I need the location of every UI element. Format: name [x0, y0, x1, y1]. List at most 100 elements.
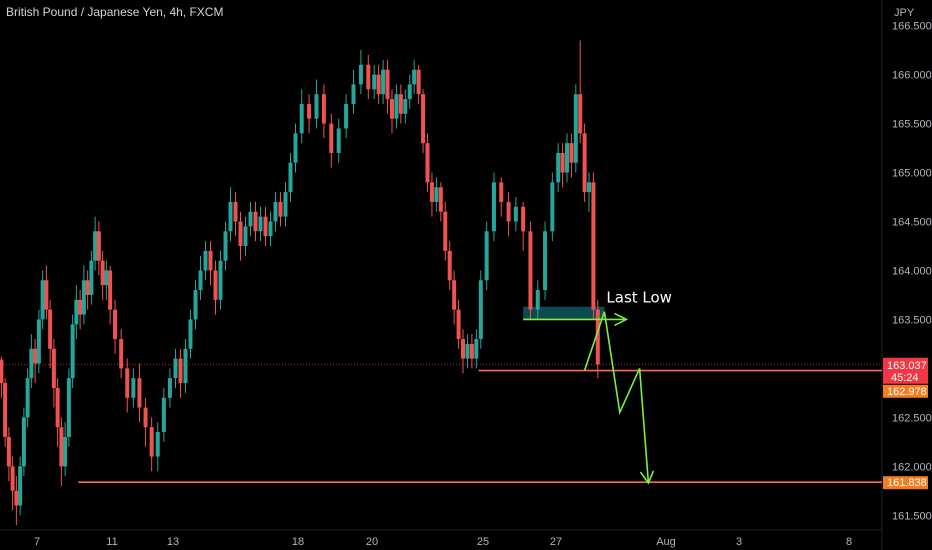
- y-tick-label: 161.500: [892, 510, 932, 522]
- candle-body: [70, 324, 75, 379]
- level-price-value: 161.838: [887, 477, 927, 489]
- level-price-value: 162.978: [887, 386, 927, 398]
- candle-body: [434, 187, 439, 202]
- last-low-zone: [523, 306, 605, 320]
- candle-body: [484, 231, 489, 281]
- candle-body: [14, 490, 19, 506]
- candle-body: [469, 343, 474, 359]
- x-tick-label: 3: [736, 536, 742, 548]
- candle-body: [273, 201, 278, 222]
- candle-body: [81, 280, 86, 315]
- candle-body: [491, 182, 496, 232]
- candle-body: [193, 290, 198, 320]
- candle-body: [119, 339, 124, 369]
- candle-body: [149, 427, 154, 457]
- candle-body: [113, 309, 118, 340]
- candle-body: [248, 211, 253, 227]
- candle-body: [307, 103, 312, 119]
- y-tick-label: 165.500: [892, 119, 932, 131]
- candle-body: [125, 368, 130, 398]
- candle-body: [398, 94, 403, 114]
- candle-body: [565, 143, 569, 173]
- candle-body: [66, 378, 71, 437]
- candle-body: [358, 64, 363, 85]
- candle-body: [218, 260, 223, 300]
- y-tick-label: 164.000: [892, 265, 932, 277]
- candle-body: [578, 94, 583, 134]
- candle-body: [55, 387, 60, 428]
- candle-body: [381, 69, 386, 95]
- candle-body: [198, 270, 203, 291]
- forecast-path: [583, 311, 650, 484]
- x-tick-label: Aug: [656, 536, 676, 548]
- candle-body: [403, 99, 408, 114]
- candle-body: [550, 182, 555, 232]
- candle-body: [425, 143, 430, 183]
- x-tick-label: 27: [550, 536, 562, 548]
- candle-body: [438, 187, 443, 212]
- candle-body: [543, 231, 548, 291]
- candle-body: [263, 216, 268, 237]
- x-tick-label: 11: [106, 536, 117, 548]
- candle-body: [258, 216, 263, 232]
- candle-body: [161, 397, 166, 433]
- candle-countdown: 45:24: [891, 372, 919, 384]
- level-price-tag: [883, 384, 928, 398]
- candle-body: [461, 339, 466, 359]
- candle-body: [336, 128, 341, 153]
- candle-body: [10, 466, 15, 491]
- candle-body: [96, 231, 101, 261]
- candle-body: [33, 348, 38, 364]
- candle-body: [74, 299, 79, 325]
- candle-body: [223, 231, 228, 261]
- candle-body: [429, 182, 434, 202]
- candle-body: [143, 407, 148, 428]
- candle-body: [108, 270, 113, 310]
- candle-body: [573, 94, 578, 163]
- candle-body: [344, 103, 349, 129]
- x-tick-label: 25: [477, 536, 489, 548]
- currency-label: JPY: [894, 7, 915, 19]
- candle-body: [556, 152, 561, 183]
- candle-body: [167, 378, 172, 398]
- arrow-head: [614, 312, 629, 327]
- candle-body: [0, 359, 4, 384]
- candle-body: [314, 94, 319, 119]
- y-tick-label: 163.500: [892, 314, 932, 326]
- candle-body: [443, 211, 448, 251]
- candle-body: [59, 427, 64, 467]
- candle-body: [173, 358, 178, 379]
- candle-body: [228, 201, 233, 232]
- candle-body: [416, 69, 421, 95]
- candle-body: [478, 280, 483, 340]
- candle-body: [452, 280, 457, 310]
- y-tick-label: 166.000: [892, 70, 932, 82]
- forecast-arrow-head: [639, 470, 655, 485]
- candle-body: [394, 94, 399, 119]
- candle-body: [582, 133, 587, 193]
- y-tick-label: 162.500: [892, 412, 932, 424]
- candle-body: [499, 182, 504, 202]
- current-price-value: 163.037: [887, 360, 927, 372]
- candle-body: [89, 260, 94, 295]
- candle-body: [178, 358, 183, 384]
- candle-body: [25, 378, 30, 418]
- candle-body: [253, 211, 258, 232]
- candle-body: [351, 84, 356, 104]
- candle-body: [18, 466, 23, 506]
- candle-body: [131, 378, 136, 398]
- candle-body: [372, 74, 377, 90]
- candle-body: [299, 103, 304, 134]
- candle-body: [329, 123, 334, 153]
- candle-body: [268, 221, 273, 237]
- candle-body: [474, 339, 479, 359]
- candle-body: [44, 280, 49, 310]
- candle-body: [447, 250, 452, 281]
- candle-body: [421, 94, 426, 144]
- candle-body: [213, 270, 218, 300]
- candle-body: [385, 69, 390, 100]
- chart-title: British Pound / Japanese Yen, 4h, FXCM: [6, 5, 224, 19]
- candle-body: [587, 182, 591, 193]
